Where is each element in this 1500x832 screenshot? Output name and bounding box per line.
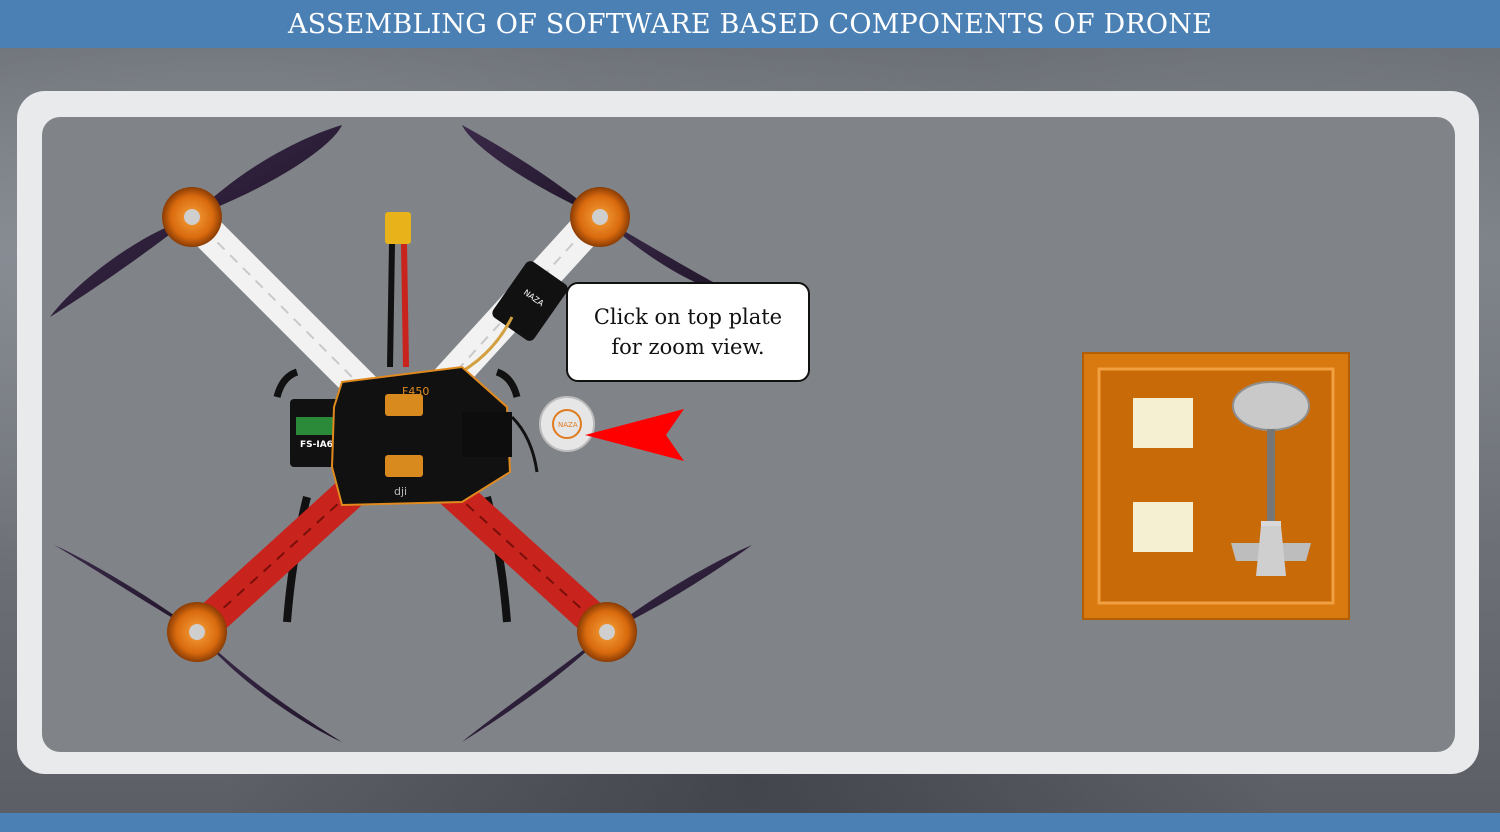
drone-assembly: NAZA FS-IA6B F450 dji NAZA: [50, 125, 752, 742]
red-arrow-icon: [585, 409, 684, 461]
tray-slot-2[interactable]: [1133, 502, 1193, 552]
gps-mount-icon[interactable]: [1231, 381, 1311, 576]
gps-module[interactable]: NAZA: [510, 396, 595, 473]
rear-arms: [180, 465, 624, 649]
receiver-label: FS-IA6B: [300, 440, 340, 450]
gps-label: NAZA: [558, 421, 578, 429]
page-title: ASSEMBLING OF SOFTWARE BASED COMPONENTS …: [287, 8, 1212, 40]
instruction-callout: Click on top plate for zoom view.: [566, 282, 810, 382]
propellers: [50, 125, 752, 742]
header-bar: ASSEMBLING OF SOFTWARE BASED COMPONENTS …: [0, 0, 1500, 48]
instruction-text: Click on top plate for zoom view.: [593, 305, 783, 359]
footer-bar: [0, 813, 1500, 832]
controller-brand: dji: [394, 485, 407, 498]
motors: [162, 187, 637, 662]
component-tray[interactable]: [1081, 351, 1351, 621]
top-plate[interactable]: F450 dji: [330, 365, 512, 507]
battery-connector: [385, 212, 411, 368]
tray-slot-1[interactable]: [1133, 398, 1193, 448]
assembly-stage: NAZA FS-IA6B F450 dji NAZA C: [42, 117, 1455, 752]
